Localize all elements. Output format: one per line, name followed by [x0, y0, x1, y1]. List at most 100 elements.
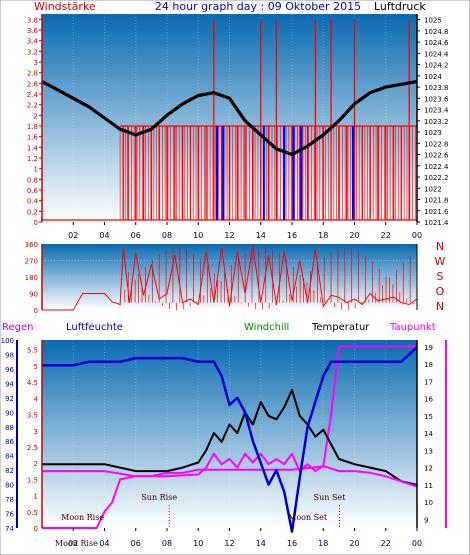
annotation-label: Sun Set — [314, 493, 347, 502]
pressure-tick-label: 1022.4 — [424, 163, 449, 171]
rain-tick-label: 1 — [34, 493, 38, 501]
x-tick-label-bottom: 16 — [287, 539, 297, 548]
x-tick-label-bottom: 00 — [412, 539, 422, 548]
x-tick-label-top: 08 — [162, 231, 172, 240]
direction-tick-label: 0 — [34, 307, 38, 315]
temp-tick-label: 11 — [424, 482, 433, 490]
wind-tick-label: 1.4 — [27, 144, 39, 152]
x-tick-label-bottom: 14 — [256, 539, 266, 548]
rain-tick-label: 0.5 — [27, 509, 38, 517]
humidity-tick-label: 84 — [5, 453, 14, 461]
humidity-header: Luftfeuchte — [66, 322, 123, 333]
wind-tick-label: 3 — [34, 59, 38, 67]
temperature-line — [42, 389, 418, 486]
x-tick-label-top: 20 — [349, 231, 359, 240]
temp-tick-label: 10 — [424, 499, 433, 507]
x-tick-label-bottom: 02 — [68, 539, 78, 548]
x-tick-label-top: 10 — [193, 231, 203, 240]
compass-label: O — [436, 285, 445, 298]
humidity-tick-label: 94 — [5, 380, 14, 388]
humidity-layer: Sun Rise Sun Set Moon Rise Moon Set Moon Ris… — [42, 340, 418, 548]
pressure-tick-label: 1024.4 — [424, 50, 449, 58]
x-tick-label-top: 12 — [224, 231, 234, 240]
header-left: Windstärke — [34, 0, 96, 13]
rain-tick-label: 5.5 — [27, 347, 38, 355]
windchill-header: Windchill — [244, 322, 289, 333]
pressure-tick-label: 1021.8 — [424, 197, 449, 205]
humidity-tick-label: 88 — [5, 424, 14, 432]
pressure-tick-label: 1023.2 — [424, 118, 449, 126]
pressure-tick-label: 1022 — [424, 185, 442, 193]
x-tick-label-top: 16 — [287, 231, 297, 240]
pressure-tick-label: 1024.8 — [424, 28, 449, 36]
wind-tick-label: 0.6 — [27, 187, 39, 195]
x-tick-label-top: 04 — [99, 231, 109, 240]
pressure-tick-label: 1025 — [424, 17, 442, 25]
rain-tick-label: 2.5 — [27, 444, 38, 452]
rain-tick-label: 4 — [34, 395, 39, 403]
x-tick-label-bottom: 10 — [193, 539, 203, 548]
rain-tick-label: 2 — [34, 460, 38, 468]
wind-tick-label: 2.8 — [27, 70, 38, 78]
wind-tick-label: 0.2 — [27, 208, 38, 216]
humidity-tick-label: 92 — [5, 395, 14, 403]
x-tick-label-top: 18 — [318, 231, 328, 240]
direction-tick-label: 180 — [25, 274, 38, 282]
wind-tick-label: 3.4 — [27, 38, 39, 46]
temp-tick-label: 17 — [424, 378, 433, 386]
wind-tick-label: 2.2 — [27, 102, 38, 110]
wind-tick-label: 1.6 — [27, 134, 39, 142]
rain-tick-label: 4.5 — [27, 379, 38, 387]
direction-tick-label: 270 — [25, 258, 38, 266]
direction-tick-label: 90 — [29, 291, 38, 299]
pressure-tick-label: 1023 — [424, 129, 442, 137]
pressure-tick-label: 1024 — [424, 73, 442, 81]
header-right: Luftdruck — [374, 0, 426, 13]
rain-tick-label: 3.5 — [27, 412, 38, 420]
rain-tick-label: 5 — [34, 363, 38, 371]
temp-tick-label: 18 — [424, 361, 433, 369]
compass-label: W — [435, 255, 446, 268]
pressure-tick-label: 1024.2 — [424, 62, 449, 70]
rain-tick-label: 0 — [34, 525, 38, 533]
temp-tick-label: 14 — [424, 430, 433, 438]
annotation-label: Moon Set — [288, 513, 328, 522]
pressure-tick-label: 1024.6 — [424, 39, 449, 47]
humidity-tick-label: 80 — [5, 482, 14, 490]
wind-tick-label: 1.8 — [27, 123, 38, 131]
humidity-tick-label: 74 — [5, 525, 14, 533]
wind-tick-label: 2.6 — [27, 80, 39, 88]
pressure-tick-label: 1021.6 — [424, 208, 449, 216]
pressure-tick-label: 1022.8 — [424, 140, 449, 148]
pressure-tick-label: 1023.6 — [424, 95, 449, 103]
wind-tick-label: 2 — [34, 112, 38, 120]
temperature-header: Temperatur — [311, 322, 370, 333]
rain-header: Regen — [2, 322, 34, 333]
x-tick-label-bottom: 04 — [99, 539, 109, 548]
humidity-tick-label: 96 — [5, 366, 14, 374]
temp-tick-label: 13 — [424, 447, 433, 455]
compass-label: S — [437, 270, 444, 283]
x-tick-label-bottom: 18 — [318, 539, 328, 548]
pressure-tick-label: 1022.6 — [424, 152, 449, 160]
temp-tick-label: 9 — [424, 516, 428, 524]
x-tick-label-top: 14 — [256, 231, 266, 240]
x-tick-label-bottom: 08 — [162, 539, 172, 548]
pressure-tick-label: 1022.2 — [424, 174, 449, 182]
x-tick-label-top: 06 — [131, 231, 141, 240]
x-tick-label-top: 00 — [412, 231, 422, 240]
wind-tick-label: 0 — [34, 219, 38, 227]
header-center: 24 hour graph day : 09 Oktober 2015 — [155, 0, 361, 13]
dewpoint-line — [42, 452, 418, 488]
wind-layer — [41, 14, 418, 222]
wind-tick-label: 1.2 — [27, 155, 38, 163]
wind-tick-label: 0.4 — [27, 198, 39, 206]
wind-tick-label: 1 — [34, 166, 38, 174]
wind-tick-label: 0.8 — [27, 176, 38, 184]
dewpoint-header: Taupunkt — [389, 322, 436, 333]
compass-label: N — [436, 300, 444, 313]
x-tick-label-bottom: 06 — [131, 539, 141, 548]
humidity-tick-label: 100 — [1, 337, 14, 345]
